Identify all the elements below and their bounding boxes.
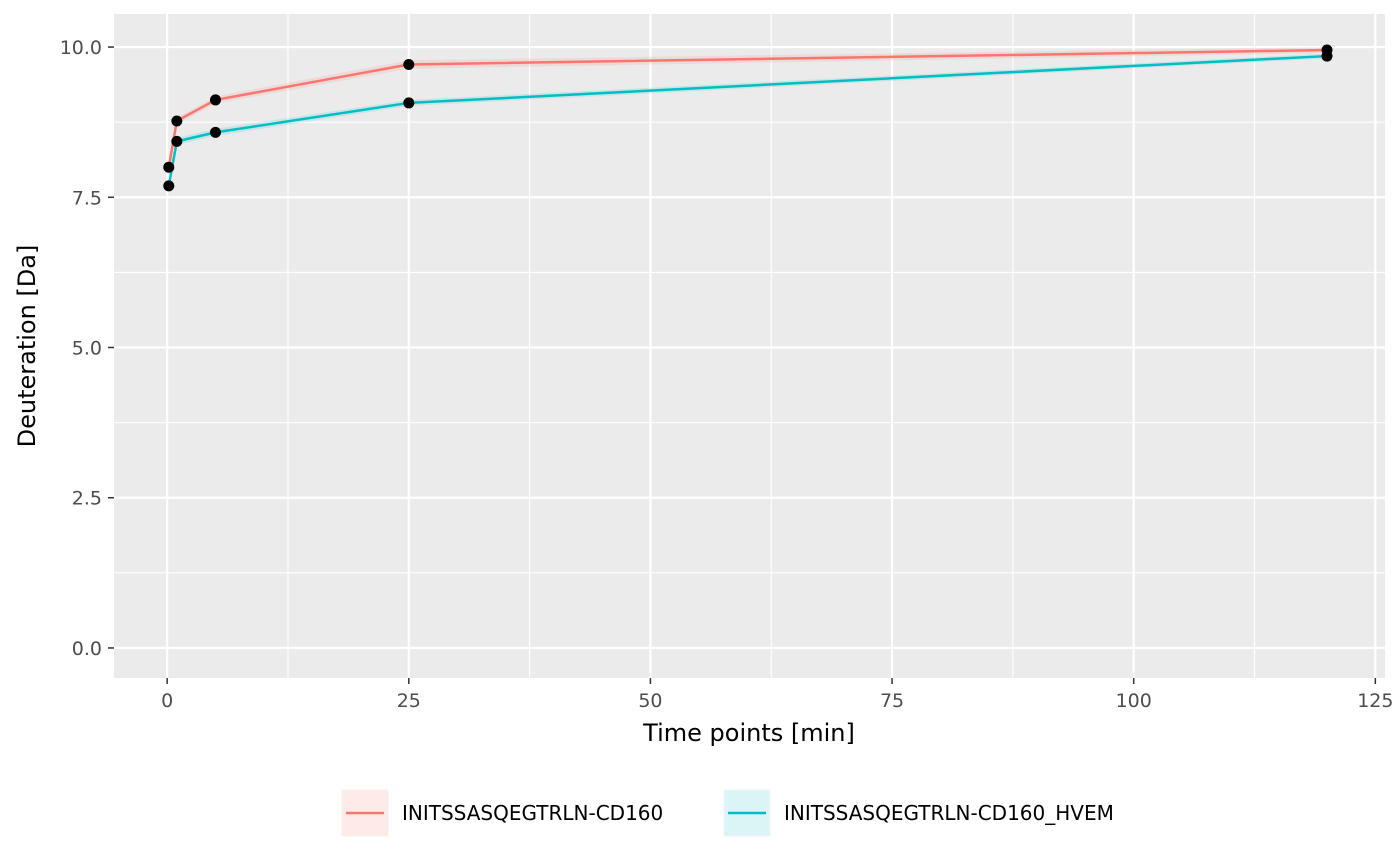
x-tick-label: 125 — [1357, 690, 1393, 712]
x-tick-label: 100 — [1116, 690, 1152, 712]
data-point — [171, 115, 183, 127]
grid-minor — [114, 14, 1385, 678]
data-point — [209, 126, 221, 138]
x-axis: 0 25 50 75 100 125 — [161, 678, 1393, 712]
panel-background — [114, 14, 1385, 678]
data-point — [209, 94, 221, 106]
x-axis-title: Time points [min] — [642, 719, 855, 747]
x-tick-label: 50 — [638, 690, 662, 712]
data-point — [403, 58, 415, 70]
y-tick-label: 2.5 — [72, 488, 102, 510]
legend: INITSSASQEGTRLN-CD160 INITSSASQEGTRLN-CD1… — [341, 789, 1114, 837]
legend-item-0: INITSSASQEGTRLN-CD160 — [341, 789, 663, 837]
y-tick-label: 10.0 — [60, 37, 102, 59]
y-tick-label: 5.0 — [72, 338, 102, 360]
x-tick-label: 75 — [880, 690, 904, 712]
data-point — [403, 97, 415, 109]
x-tick-label: 25 — [397, 690, 421, 712]
legend-item-1: INITSSASQEGTRLN-CD160_HVEM — [723, 789, 1114, 837]
data-point — [163, 180, 175, 192]
grid-major — [114, 14, 1385, 678]
data-point — [1321, 50, 1333, 62]
y-axis: 0.0 2.5 5.0 7.5 10.0 — [60, 37, 114, 660]
y-tick-label: 7.5 — [72, 187, 102, 209]
data-point — [163, 161, 175, 173]
x-tick-label: 0 — [161, 690, 173, 712]
y-axis-title: Deuteration [Da] — [13, 245, 41, 448]
data-points — [163, 44, 1333, 192]
y-tick-label: 0.0 — [72, 638, 102, 660]
legend-label-1: INITSSASQEGTRLN-CD160_HVEM — [784, 801, 1114, 825]
legend-label-0: INITSSASQEGTRLN-CD160 — [402, 801, 663, 825]
data-point — [171, 135, 183, 147]
